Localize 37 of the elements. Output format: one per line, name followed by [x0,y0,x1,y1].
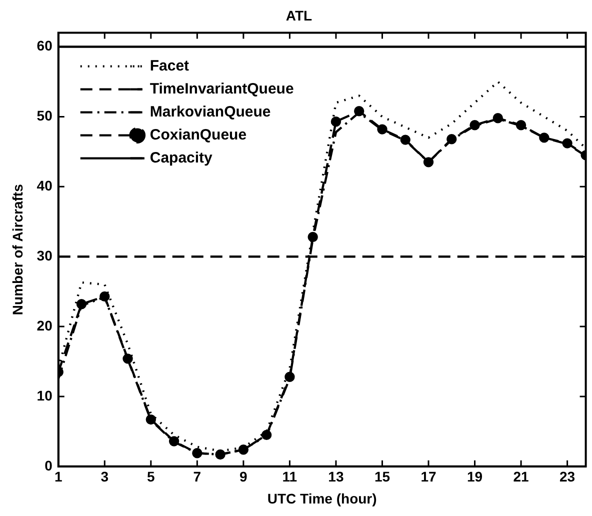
y-tick-label: 60 [36,38,53,54]
y-tick-label: 10 [36,387,53,404]
x-tick-label: 11 [282,468,298,485]
point [470,120,480,130]
x-tick-label: 7 [193,468,202,485]
point [377,124,388,134]
x-tick-label: 19 [466,468,483,485]
x-tick-label: 5 [147,468,156,485]
y-tick-label: 20 [36,317,53,334]
x-tick-label: 17 [420,468,436,485]
legend-label: CoxianQueue [150,126,247,144]
point [539,132,550,143]
x-tick-label: 3 [100,468,109,485]
point [284,372,295,382]
point [400,134,410,145]
y-tick-label: 0 [44,457,53,474]
point [330,116,342,127]
x-tick-label: 1 [54,468,62,485]
legend-label: MarkovianQueue [150,103,271,120]
point [146,414,156,425]
point [516,120,526,130]
y-axis-title: Number of Aircrafts [9,184,26,316]
y-tick-label: 40 [36,178,53,194]
legend-label: Facet [150,57,190,74]
x-tick-label: 21 [513,468,530,485]
x-tick-label: 15 [374,468,390,485]
x-axis-title: UTC Time (hour) [267,490,377,506]
legend-label: TimeInvariantQueue [150,80,294,98]
x-tick-label: 9 [240,468,248,485]
y-tick-label: 30 [36,247,53,264]
legend-label: Capacity [150,149,214,166]
point [562,138,572,148]
point [492,113,503,124]
x-tick-label: 13 [328,468,344,485]
y-tick-label: 50 [36,108,53,124]
chart-title: ATL [286,7,313,24]
x-tick-label: 23 [560,468,576,485]
